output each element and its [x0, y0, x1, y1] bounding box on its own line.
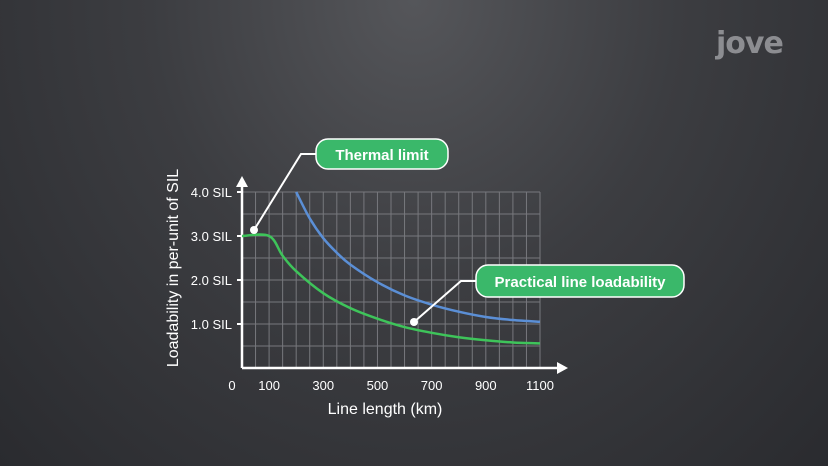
annotations: Thermal limit Practical line loadability: [250, 138, 685, 326]
x-tick-label: 500: [367, 378, 389, 393]
y-tick-label: 3.0 SIL: [191, 229, 232, 244]
series: [241, 191, 541, 345]
annotation-leader-line: [413, 280, 476, 323]
x-axis-arrow: [557, 362, 568, 374]
annotation-box: [475, 264, 685, 298]
y-tick-label: 4.0 SIL: [191, 185, 232, 200]
y-axis-arrow: [236, 176, 248, 187]
jove-logo: jove: [716, 26, 784, 61]
x-tick-label: 0: [228, 378, 235, 393]
annotation-label: Practical line loadability: [495, 274, 667, 291]
x-tick-label: 700: [421, 378, 443, 393]
annotation-leader-line: [253, 153, 316, 231]
series-line-2: [241, 233, 541, 345]
x-tick-label: 100: [258, 378, 280, 393]
annotation-dot: [250, 226, 258, 234]
y-tick-label: 1.0 SIL: [191, 317, 232, 332]
x-axis-label: Line length (km): [328, 401, 443, 418]
annotation-label: Thermal limit: [335, 147, 428, 164]
tick-labels: 0 100 300 500 700 900 1100 1.0 SIL 2.0 SIL 3.0 SI…: [191, 185, 554, 393]
x-tick-label: 300: [312, 378, 334, 393]
annotation-dot: [410, 318, 418, 326]
x-tick-label: 1100: [526, 378, 554, 393]
annotation-box: [315, 138, 449, 170]
axes: [236, 176, 568, 374]
y-tick-label: 2.0 SIL: [191, 273, 232, 288]
x-tick-label: 900: [475, 378, 497, 393]
series-line-1: [295, 191, 541, 324]
y-axis-label: Loadability in per-unit of SIL: [165, 169, 182, 367]
